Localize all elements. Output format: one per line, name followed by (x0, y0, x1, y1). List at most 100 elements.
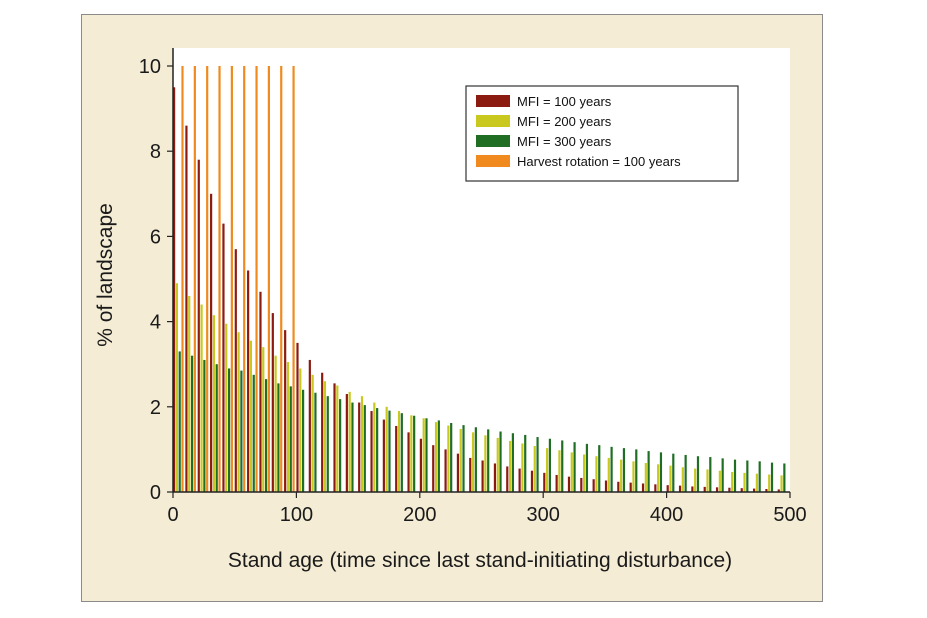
bar-series2-x10 (188, 296, 191, 492)
bar-series1-x200 (419, 438, 422, 492)
bar-series1-x410 (678, 485, 682, 492)
bar-series2-x50 (237, 332, 240, 492)
bar-series1-x170 (382, 419, 385, 492)
x-tick-label: 300 (527, 504, 560, 526)
bar-series2-x110 (311, 374, 314, 492)
bar-series1-x360 (617, 481, 620, 492)
bar-series1-x300 (543, 472, 546, 492)
bar-series2-x330 (583, 454, 586, 492)
x-tick-label: 500 (773, 504, 806, 526)
bar-series1-x490 (777, 489, 780, 492)
bar-series1-x450 (728, 487, 731, 492)
bars-group (173, 66, 786, 493)
bar-series2-x290 (533, 445, 536, 492)
bar-series1-x190 (407, 432, 410, 492)
bar-series2-x70 (262, 347, 265, 492)
bar-series4-x30 (218, 66, 221, 492)
bar-series2-x430 (706, 469, 709, 492)
figure-panel: 0 2 4 6 8 10 0 100 200 300 400 500 % of landscape S… (81, 14, 823, 602)
bar-series3-x280 (524, 434, 527, 492)
bar-series1-x380 (641, 483, 645, 492)
bar-series3-x340 (598, 445, 601, 492)
bar-series4-x60 (255, 66, 258, 492)
bar-series1-x270 (506, 466, 509, 492)
bar-series2-x370 (632, 461, 635, 492)
bar-series4-x0 (181, 66, 184, 492)
bar-series1-x350 (604, 480, 608, 492)
bar-series1-x20 (197, 159, 200, 492)
bar-series1-x210 (432, 445, 435, 492)
bar-series1-x140 (345, 394, 348, 492)
bar-series2-x380 (644, 463, 647, 492)
bar-series3-x400 (672, 453, 675, 492)
bar-series3-x240 (474, 427, 477, 492)
bar-series2-x220 (447, 425, 450, 492)
bar-series3-x310 (561, 440, 564, 492)
bar-series1-x0 (173, 87, 176, 493)
bar-series2-x300 (546, 448, 549, 492)
bar-series1-x30 (210, 193, 213, 493)
bar-series2-x210 (434, 422, 438, 492)
bar-series2-x20 (200, 304, 203, 492)
bar-series3-x440 (721, 458, 724, 492)
bar-series2-x440 (718, 470, 721, 492)
bar-series3-x390 (659, 452, 663, 492)
y-tick-label: 2 (150, 397, 161, 419)
bar-series3-x410 (684, 454, 687, 492)
bar-series3-x370 (635, 449, 638, 492)
legend-label: MFI = 300 years (517, 134, 612, 149)
bar-series2-x480 (768, 474, 771, 492)
bar-series3-x170 (388, 410, 391, 492)
bar-series1-x50 (234, 249, 237, 492)
bar-series1-x480 (765, 489, 768, 492)
bar-series2-x200 (422, 418, 425, 492)
bar-series4-x40 (230, 66, 233, 492)
legend-swatch (476, 95, 510, 107)
bar-series1-x180 (395, 425, 398, 492)
y-tick-label: 0 (150, 482, 161, 504)
legend-box (465, 85, 739, 182)
bar-series1-x80 (271, 313, 274, 492)
bar-series2-x0 (175, 283, 178, 492)
bar-series4-x80 (280, 66, 283, 492)
bar-series1-x440 (715, 487, 719, 492)
bar-series1-x250 (481, 460, 484, 492)
bar-series1-x390 (654, 484, 657, 492)
bar-series3-x190 (413, 415, 416, 492)
bar-series3-x380 (647, 451, 650, 492)
bar-series2-x160 (373, 402, 376, 492)
bar-series1-x70 (259, 291, 262, 492)
bar-series1-x240 (469, 457, 472, 492)
bar-series1-x330 (580, 477, 583, 492)
bar-series1-x90 (284, 330, 287, 492)
legend-label: MFI = 100 years (517, 94, 612, 109)
bar-series3-x0 (178, 351, 181, 492)
bar-series2-x410 (681, 467, 684, 492)
bar-series3-x10 (190, 355, 194, 492)
x-axis-title: Stand age (time since last stand-initiat… (228, 549, 732, 572)
bar-series3-x230 (462, 425, 465, 492)
bar-series3-x110 (314, 392, 317, 492)
bar-series2-x460 (743, 472, 746, 492)
legend-swatch (476, 115, 510, 127)
bar-series3-x160 (376, 408, 379, 492)
bar-series1-x260 (493, 463, 497, 492)
bar-series1-x110 (308, 359, 311, 492)
bar-series3-x350 (610, 446, 613, 492)
bar-series2-x420 (694, 468, 697, 492)
bar-series3-x90 (289, 386, 292, 492)
bar-series2-x310 (558, 450, 561, 492)
bar-series3-x420 (696, 456, 700, 492)
bar-series2-x320 (570, 452, 573, 492)
bar-series1-x130 (333, 383, 336, 492)
bar-series2-x350 (607, 457, 610, 492)
bar-series1-x310 (555, 474, 558, 492)
bar-series3-x60 (252, 374, 255, 492)
bar-series2-x100 (299, 368, 302, 492)
bar-series3-x200 (425, 418, 428, 492)
bar-series2-x60 (249, 340, 253, 492)
bar-series3-x100 (302, 389, 305, 492)
bar-series2-x180 (397, 411, 401, 492)
x-tick-label: 400 (650, 504, 683, 526)
bar-series1-x470 (752, 488, 756, 492)
